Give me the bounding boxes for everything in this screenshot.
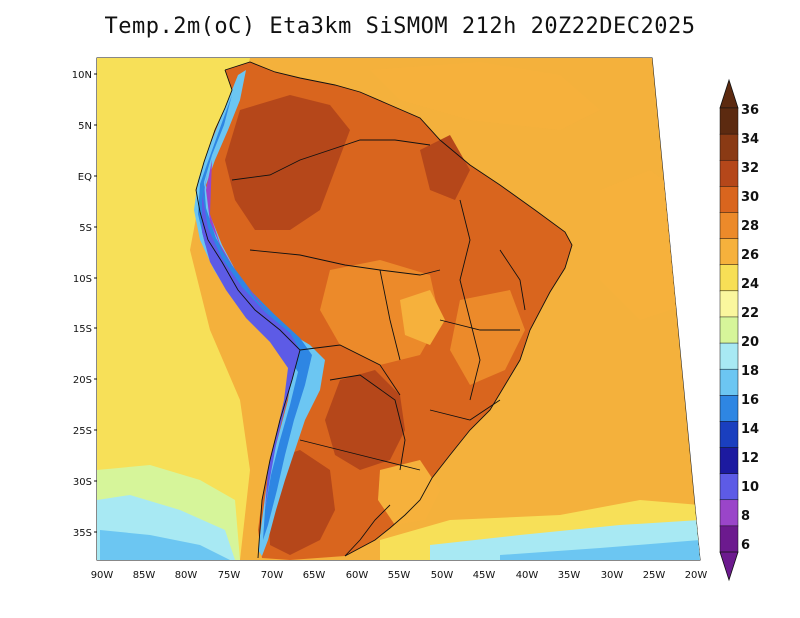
colorbar-segment bbox=[719, 264, 739, 292]
colorbar-label: 24 bbox=[741, 277, 759, 292]
colorbar-label: 28 bbox=[741, 219, 759, 234]
colorbar-label: 16 bbox=[741, 393, 759, 408]
lat-tick-label: 15S bbox=[73, 324, 92, 335]
colorbar-label: 32 bbox=[741, 161, 759, 176]
lon-tick-label: 65W bbox=[303, 570, 326, 581]
colorbar-label: 12 bbox=[741, 451, 759, 466]
lon-tick-label: 60W bbox=[346, 570, 369, 581]
colorbar-segment bbox=[719, 133, 739, 161]
lon-tick-label: 80W bbox=[175, 570, 198, 581]
colorbar-label: 8 bbox=[741, 509, 750, 524]
map-title: Temp.2m(oC) Eta3km SiSMOM 212h 20Z22DEC2… bbox=[104, 14, 696, 39]
colorbar-segment bbox=[719, 421, 739, 449]
colorbar-segments bbox=[719, 107, 739, 553]
colorbar-segment bbox=[719, 368, 739, 396]
latitude-axis: 10N 5N EQ 5S 10S 15S 20S 25S 30S 35S bbox=[72, 70, 97, 539]
colorbar-segment bbox=[719, 212, 739, 240]
colorbar-label: 34 bbox=[741, 132, 759, 147]
colorbar-segment bbox=[719, 473, 739, 501]
lon-tick-label: 70W bbox=[261, 570, 284, 581]
colorbar-label: 26 bbox=[741, 248, 759, 263]
lon-tick-label: 50W bbox=[431, 570, 454, 581]
lon-tick-label: 85W bbox=[133, 570, 156, 581]
lon-tick-label: 75W bbox=[218, 570, 241, 581]
colorbar-segment bbox=[719, 159, 739, 187]
lat-tick-label: EQ bbox=[78, 172, 92, 183]
colorbar-label: 36 bbox=[741, 103, 759, 118]
colorbar-segment bbox=[719, 238, 739, 266]
colorbar-segment bbox=[719, 290, 739, 318]
colorbar-label: 20 bbox=[741, 335, 759, 350]
lat-tick-label: 5N bbox=[78, 121, 92, 132]
lat-tick-label: 10N bbox=[72, 70, 92, 81]
temperature-field bbox=[97, 58, 700, 560]
colorbar-segment bbox=[719, 107, 739, 135]
lon-tick-label: 45W bbox=[473, 570, 496, 581]
colorbar-label: 30 bbox=[741, 190, 759, 205]
colorbar-segment bbox=[719, 342, 739, 370]
lon-tick-label: 25W bbox=[643, 570, 666, 581]
lat-tick-label: 25S bbox=[73, 426, 92, 437]
longitude-axis: 90W 85W 80W 75W 70W 65W 60W 55W 50W 45W … bbox=[91, 570, 708, 581]
colorbar-label: 10 bbox=[741, 480, 759, 495]
lat-tick-label: 5S bbox=[79, 223, 92, 234]
country-borders bbox=[195, 61, 573, 559]
lat-tick-label: 10S bbox=[73, 274, 92, 285]
lat-tick-label: 35S bbox=[73, 528, 92, 539]
colorbar-segment bbox=[719, 525, 739, 553]
lon-tick-label: 20W bbox=[685, 570, 708, 581]
colorbar-label: 6 bbox=[741, 538, 750, 553]
colorbar-segment bbox=[719, 186, 739, 214]
colorbar-segment bbox=[719, 499, 739, 527]
lon-tick-label: 35W bbox=[558, 570, 581, 581]
colorbar-label: 18 bbox=[741, 364, 759, 379]
colorbar-bottom-triangle bbox=[719, 551, 739, 582]
colorbar-segment bbox=[719, 447, 739, 475]
colorbar-segment bbox=[719, 395, 739, 422]
lon-tick-label: 90W bbox=[91, 570, 114, 581]
colorbar: 36 34 32 30 28 26 24 22 20 18 16 14 12 1… bbox=[719, 78, 759, 582]
colorbar-label: 22 bbox=[741, 306, 759, 321]
lon-tick-label: 40W bbox=[516, 570, 539, 581]
map-panel bbox=[96, 57, 701, 561]
colorbar-label: 14 bbox=[741, 422, 759, 437]
lat-tick-label: 20S bbox=[73, 375, 92, 386]
colorbar-top-triangle bbox=[719, 78, 739, 109]
colorbar-segment bbox=[719, 316, 739, 344]
lon-tick-label: 30W bbox=[601, 570, 624, 581]
lat-tick-label: 30S bbox=[73, 477, 92, 488]
lon-tick-label: 55W bbox=[388, 570, 411, 581]
